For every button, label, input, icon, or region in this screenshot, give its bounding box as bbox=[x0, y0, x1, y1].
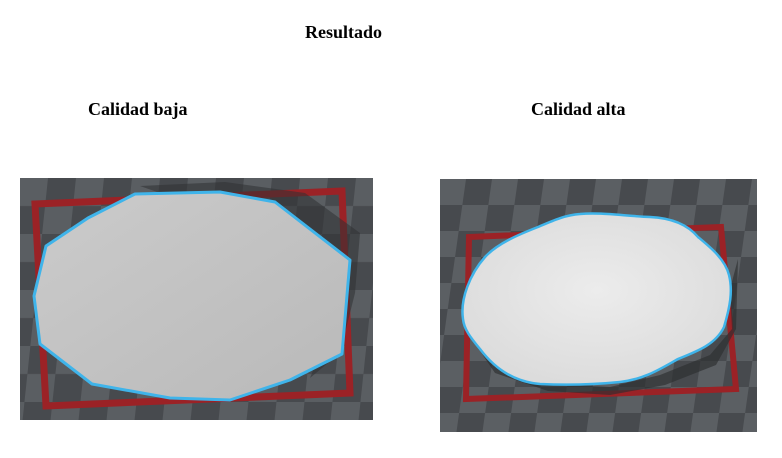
high-quality-preview bbox=[440, 179, 757, 432]
low-quality-label: Calidad baja bbox=[88, 99, 188, 119]
low-quality-mesh-image bbox=[20, 178, 373, 420]
low-quality-preview bbox=[20, 178, 373, 420]
low-quality-outline bbox=[32, 190, 352, 402]
page-title: Resultado bbox=[305, 22, 383, 42]
high-quality-mesh-image bbox=[440, 179, 757, 432]
high-quality-label: Calidad alta bbox=[531, 99, 626, 119]
high-quality-outline bbox=[461, 212, 733, 386]
